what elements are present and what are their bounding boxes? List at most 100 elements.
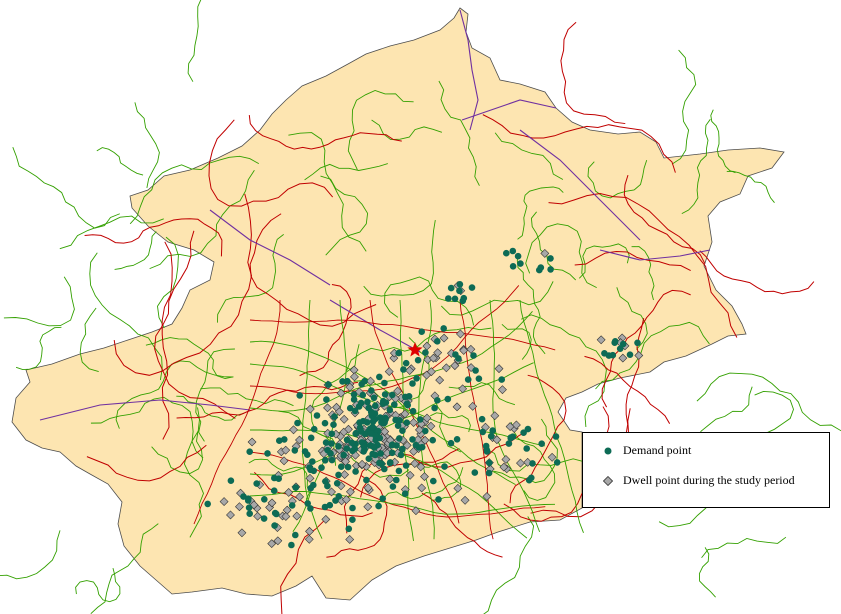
road-local — [578, 243, 630, 279]
dwell-point — [416, 462, 426, 472]
dwell-point — [466, 344, 476, 354]
demand-point — [395, 467, 403, 475]
road-local — [501, 323, 532, 360]
demand-point — [400, 366, 407, 373]
demand-point — [431, 404, 438, 412]
demand-point — [359, 391, 367, 399]
legend-item-demand: Demand point — [603, 443, 691, 458]
demand-point — [296, 392, 304, 399]
demand-point — [376, 459, 383, 467]
demand-point — [430, 477, 437, 485]
road-urban — [249, 451, 546, 518]
demand-point — [307, 466, 314, 474]
road-local — [483, 516, 535, 614]
dwell-point — [253, 511, 263, 521]
demand-point — [358, 428, 365, 435]
road-urban — [249, 490, 556, 515]
demand-point — [310, 481, 317, 489]
dwell-point — [547, 452, 557, 462]
dwell-point — [452, 402, 462, 412]
demand-point — [346, 404, 354, 412]
demand-point — [363, 476, 370, 484]
legend-label-dwell: Dwell point during the study period — [623, 473, 795, 487]
demand-point — [245, 504, 253, 512]
demand-point — [333, 480, 341, 487]
demand-point — [361, 377, 368, 385]
demand-point — [444, 395, 452, 403]
road-highway — [482, 114, 676, 173]
demand-point — [486, 459, 493, 467]
demand-point — [372, 402, 379, 410]
road-highway — [560, 21, 626, 125]
dwell-point — [634, 351, 644, 360]
demand-point — [350, 396, 358, 403]
dwell-point — [340, 470, 350, 480]
road-highway — [249, 213, 377, 327]
demand-point — [403, 400, 411, 408]
dwell-point — [505, 422, 515, 432]
road-national — [39, 399, 251, 421]
demand-point — [611, 338, 619, 345]
demand-point — [352, 429, 360, 437]
demand-point — [399, 427, 406, 435]
demand-point — [356, 419, 363, 426]
road-national — [461, 99, 557, 121]
demand-point — [402, 359, 410, 367]
demand-point — [517, 260, 524, 267]
demand-point — [328, 430, 336, 438]
legend-item-dwell: Dwell point during the study period — [603, 473, 795, 488]
demand-point — [402, 462, 410, 469]
demand-point — [349, 504, 356, 512]
demand-point — [399, 445, 406, 453]
dwell-point — [429, 353, 438, 363]
demand-point — [468, 284, 476, 291]
road-local — [347, 90, 414, 171]
demand-point — [483, 446, 491, 454]
road-highway — [584, 355, 671, 424]
demand-point — [349, 447, 356, 455]
road-local — [134, 102, 160, 188]
road-national — [209, 209, 331, 286]
demand-point-symbol-icon — [604, 447, 612, 454]
road-urban — [193, 300, 281, 525]
demand-point — [429, 436, 437, 444]
dwell-point — [410, 459, 420, 468]
demand-point — [352, 468, 359, 475]
dwell-point — [618, 353, 628, 363]
dwell-point — [304, 534, 314, 544]
demand-point — [528, 474, 535, 482]
demand-points — [204, 247, 641, 549]
dwell-point — [393, 386, 403, 396]
demand-point — [616, 345, 624, 353]
demand-point — [456, 287, 463, 295]
dwell-point — [492, 435, 502, 445]
dwell-point — [490, 411, 500, 421]
demand-point — [310, 425, 318, 433]
road-local — [363, 220, 436, 297]
dwell-point — [235, 502, 244, 512]
road-highway — [699, 250, 815, 295]
demand-point — [349, 516, 356, 523]
dwell-point — [459, 346, 469, 355]
demand-point — [487, 432, 495, 440]
dwell-point — [420, 472, 429, 482]
demand-point — [270, 487, 278, 495]
dwell-point — [305, 404, 315, 414]
dwell-point — [281, 445, 291, 455]
road-local — [430, 412, 471, 433]
demand-point — [381, 465, 388, 473]
demand-point — [335, 471, 342, 479]
demand-point — [360, 448, 368, 455]
road-local — [516, 253, 546, 355]
road-local — [375, 467, 464, 505]
road-local — [195, 348, 235, 442]
demand-point — [332, 497, 339, 504]
road-local — [493, 418, 558, 484]
demand-point — [344, 377, 351, 385]
demand-point — [456, 281, 464, 288]
dwell-point — [334, 407, 344, 417]
dwell-point — [439, 333, 449, 343]
road-local — [183, 407, 204, 538]
dwell-point — [363, 502, 373, 512]
dwell-point — [305, 473, 315, 483]
